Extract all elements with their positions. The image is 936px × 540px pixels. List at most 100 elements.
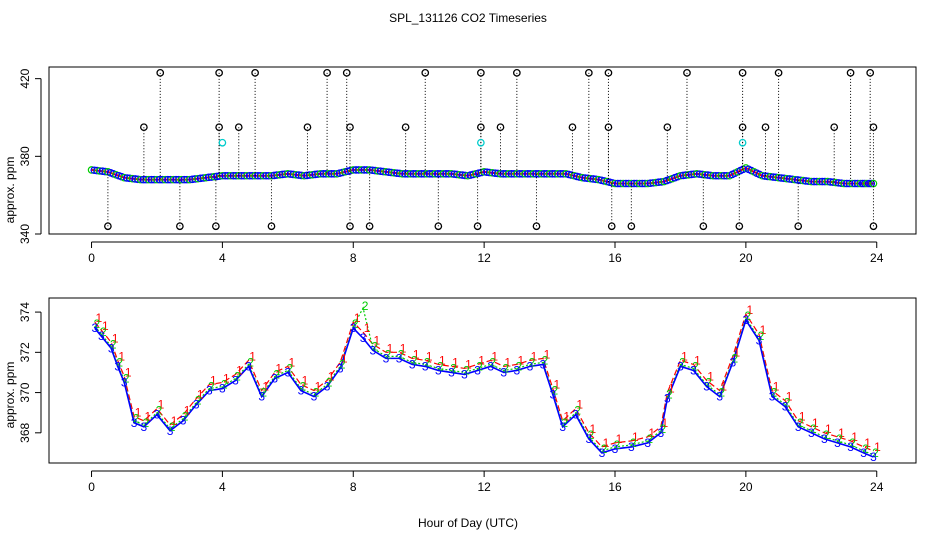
bottom-series-3-marker: 3 xyxy=(500,365,507,379)
top-trace-point xyxy=(832,178,840,187)
top-y-tick-label: 380 xyxy=(18,146,32,166)
bottom-series-2-marker: 2 xyxy=(221,378,228,392)
top-trace-point xyxy=(363,166,371,174)
top-trace-point xyxy=(682,171,690,179)
top-trace-point xyxy=(368,166,377,175)
top-trace-point xyxy=(458,171,467,179)
top-outlier-point xyxy=(496,123,505,132)
top-trace-point xyxy=(431,170,439,178)
bottom-series-2-marker: 2 xyxy=(339,357,346,371)
top-outlier-point xyxy=(477,68,485,77)
bottom-series-1-marker: 1 xyxy=(95,311,102,325)
figure-title: SPL_131126 CO2 Timeseries xyxy=(389,11,547,25)
bottom-series-1-marker: 1 xyxy=(747,303,754,317)
bottom-series-2-marker: 2 xyxy=(551,384,558,398)
top-trace-point xyxy=(709,171,717,180)
bottom-series-2-marker: 2 xyxy=(718,386,725,400)
top-cyan-point xyxy=(218,138,227,147)
top-outlier-point xyxy=(421,68,430,77)
bottom-series-3-marker: 3 xyxy=(370,343,377,357)
bottom-series-1-marker: 1 xyxy=(184,404,191,418)
bottom-series-3-marker: 3 xyxy=(657,426,664,440)
bottom-series-1-marker: 1 xyxy=(302,374,309,388)
bottom-series-3-marker: 3 xyxy=(847,440,854,454)
bottom-series-1-marker: 1 xyxy=(661,416,668,430)
top-trace-point xyxy=(812,177,821,186)
top-y-tick-label: 420 xyxy=(18,68,32,88)
top-marks xyxy=(87,68,878,231)
top-trace-point xyxy=(139,175,148,184)
top-trace-point xyxy=(622,179,630,188)
top-trace-point xyxy=(840,179,848,188)
bottom-series-1-marker: 1 xyxy=(544,347,551,361)
top-trace-point xyxy=(196,174,205,183)
bottom-series-3-marker: 3 xyxy=(549,388,556,402)
top-outlier-point xyxy=(830,123,839,132)
bottom-series-1-marker: 1 xyxy=(563,410,570,424)
bottom-series-3-marker: 3 xyxy=(743,313,750,327)
top-trace-point xyxy=(695,170,704,178)
top-trace-point xyxy=(578,173,587,182)
bottom-series-3-marker: 3 xyxy=(612,442,619,456)
bottom-series-1-marker: 1 xyxy=(328,370,335,384)
top-outlier-point xyxy=(365,222,374,231)
bottom-series-3-marker: 3 xyxy=(141,420,148,434)
bottom-series-3-marker: 3 xyxy=(540,357,547,371)
top-outlier-point xyxy=(738,123,747,132)
top-trace-point xyxy=(616,179,625,188)
top-trace-point xyxy=(134,175,142,184)
top-trace-point xyxy=(240,171,249,180)
bottom-series-2-marker: 2 xyxy=(561,416,568,430)
bottom-series-3-marker: 3 xyxy=(514,363,521,377)
top-trace-point xyxy=(289,170,298,179)
bottom-series-2-marker: 2 xyxy=(758,329,765,343)
top-trace-point xyxy=(684,170,693,179)
top-trace-point xyxy=(327,170,336,178)
top-trace-point xyxy=(401,170,409,178)
top-trace-point xyxy=(676,171,685,180)
top-panel: 0 4 8 12 16 20 24 340 380 420 approx. ppm xyxy=(3,66,917,265)
bottom-series-3-marker: 3 xyxy=(664,392,671,406)
bottom-series-1-marker: 1 xyxy=(158,398,165,412)
bottom-series-3-marker: 3 xyxy=(716,390,723,404)
bottom-series-1-marker: 1 xyxy=(733,345,740,359)
top-trace-point xyxy=(867,179,876,188)
bottom-series-3-marker: 3 xyxy=(324,380,331,394)
bottom-series-2-marker: 2 xyxy=(659,422,666,436)
top-outlier-point xyxy=(568,123,577,132)
bottom-y-tick-label: 368 xyxy=(18,422,32,442)
top-trace-point xyxy=(204,173,213,182)
top-outlier-point xyxy=(532,222,541,231)
top-trace-point xyxy=(720,171,728,180)
top-x-tick-label: 4 xyxy=(219,251,226,265)
bottom-series-2-marker: 2 xyxy=(100,325,107,339)
top-trace-point xyxy=(513,170,521,178)
top-cyan-point xyxy=(477,138,485,147)
top-trace-point xyxy=(433,170,442,178)
top-trace-point xyxy=(848,179,857,188)
bottom-series-3-marker: 3 xyxy=(834,436,841,450)
top-trace-point xyxy=(796,176,805,185)
top-trace-point xyxy=(829,178,837,187)
top-trace-point xyxy=(491,169,499,177)
bottom-series-2-marker: 2 xyxy=(260,386,267,400)
top-trace-point xyxy=(314,170,322,178)
bottom-series-3-marker: 3 xyxy=(585,432,592,446)
top-trace-point xyxy=(714,171,723,180)
top-trace-point xyxy=(780,174,788,183)
top-outlier-point xyxy=(140,123,148,132)
top-trace-point xyxy=(286,170,295,178)
top-x-tick-label: 0 xyxy=(88,251,95,265)
top-trace-point xyxy=(131,175,139,183)
top-outlier-point xyxy=(866,68,875,77)
bottom-series-2-marker: 2 xyxy=(463,363,470,377)
bottom-series-1-marker: 1 xyxy=(531,349,538,363)
top-trace-point xyxy=(224,171,232,180)
bottom-series-3-marker: 3 xyxy=(448,365,455,379)
top-trace-point xyxy=(305,171,314,179)
top-trace-point xyxy=(788,175,797,184)
bottom-series-2-marker: 2 xyxy=(679,355,686,369)
top-trace-point xyxy=(722,171,731,180)
bottom-series-1-marker: 1 xyxy=(145,410,152,424)
top-trace-point xyxy=(763,172,772,181)
